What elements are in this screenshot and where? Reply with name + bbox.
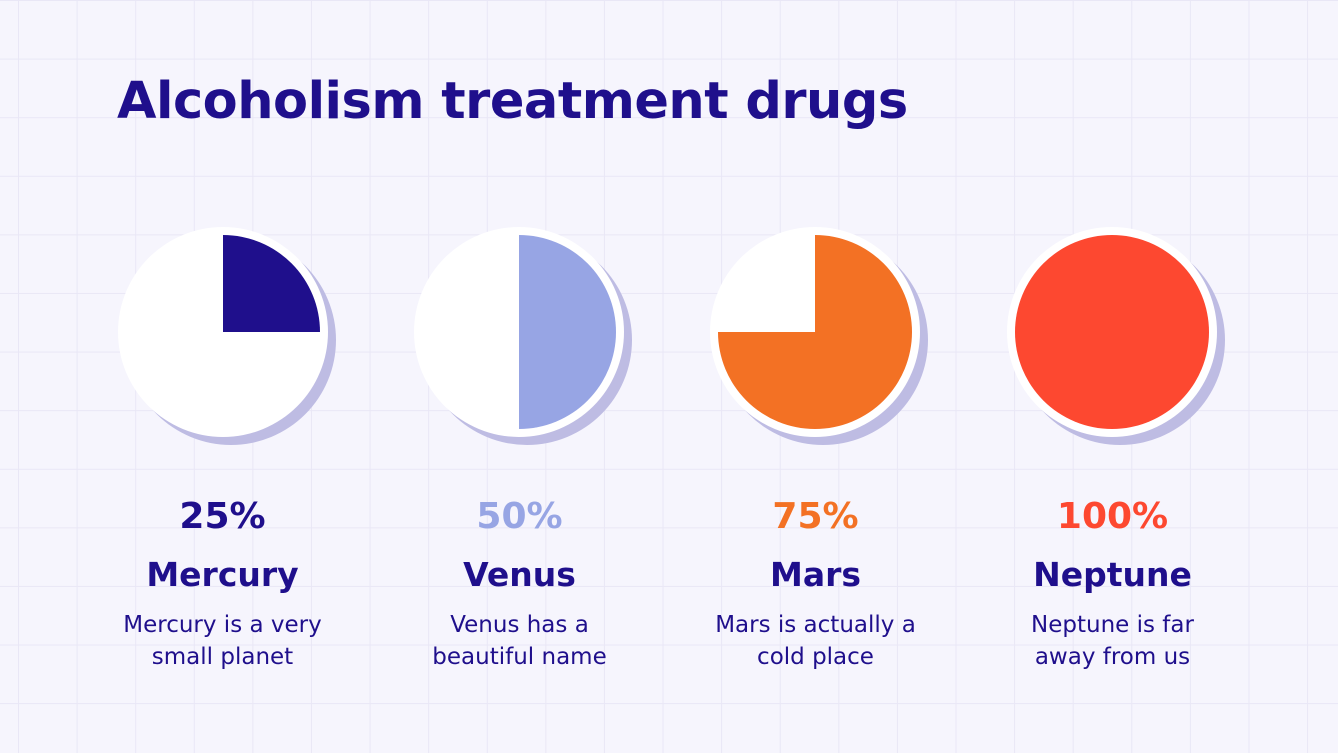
item-description: Neptune is far away from us xyxy=(1031,612,1194,670)
stat-column-venus: 50% Venus Venus has a beautiful name xyxy=(371,0,668,753)
stat-column-mercury: 25% Mercury Mercury is a very small plan… xyxy=(74,0,371,753)
pie-slice-neptune xyxy=(1015,235,1209,429)
percent-value: 50% xyxy=(476,496,563,537)
item-description: Mercury is a very small planet xyxy=(123,612,322,670)
item-description: Venus has a beautiful name xyxy=(432,612,607,670)
pie-chart-mars xyxy=(710,227,928,445)
pie-slice-mercury xyxy=(223,235,320,332)
pie-chart-venus xyxy=(414,227,632,445)
item-description: Mars is actually a cold place xyxy=(715,612,916,670)
stat-column-mars: 75% Mars Mars is actually a cold place xyxy=(667,0,964,753)
item-name: Mars xyxy=(769,555,862,594)
item-name: Neptune xyxy=(1033,555,1192,594)
pie-slice-venus xyxy=(519,235,616,429)
pie-chart-neptune xyxy=(1007,227,1225,445)
percent-value: 25% xyxy=(179,496,266,537)
percent-value: 100% xyxy=(1056,496,1169,537)
pie-chart-mercury xyxy=(118,227,336,445)
percent-value: 75% xyxy=(772,496,859,537)
item-name: Venus xyxy=(463,555,576,594)
stat-column-neptune: 100% Neptune Neptune is far away from us xyxy=(964,0,1261,753)
item-name: Mercury xyxy=(146,555,299,594)
pie-slice-mars xyxy=(718,235,912,429)
slide-title: Alcoholism treatment drugs xyxy=(117,72,908,131)
